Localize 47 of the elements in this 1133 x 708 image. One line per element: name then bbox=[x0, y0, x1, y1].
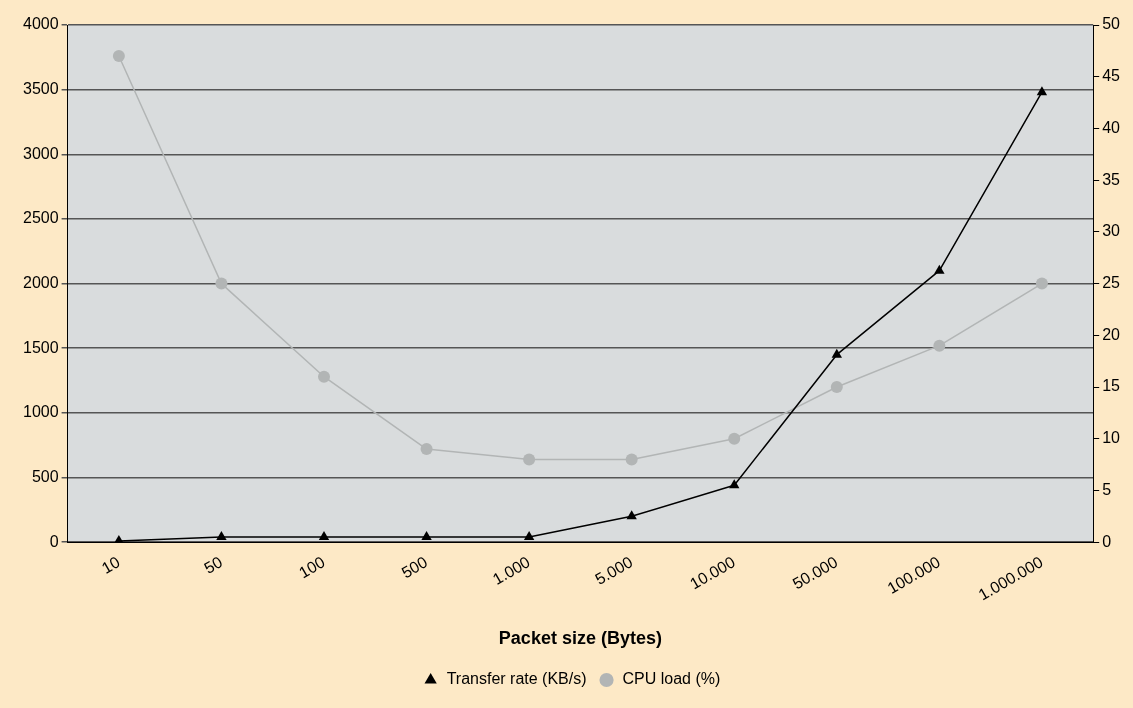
point bbox=[625, 453, 638, 466]
legend-label: CPU load (%) bbox=[622, 670, 721, 688]
point bbox=[728, 432, 741, 445]
legend-label: Transfer rate (KB/s) bbox=[446, 670, 587, 688]
y2-tick-label: 50 bbox=[1102, 15, 1121, 33]
y-tick-label: 500 bbox=[31, 467, 59, 485]
y-tick-label: 1500 bbox=[23, 338, 59, 356]
point bbox=[318, 531, 330, 541]
point bbox=[934, 264, 945, 274]
x-tick-label: 50 bbox=[201, 553, 226, 577]
y-tick-label: 2500 bbox=[23, 209, 59, 227]
y2-tick-label: 35 bbox=[1102, 170, 1121, 188]
point bbox=[831, 348, 842, 358]
point bbox=[421, 531, 432, 541]
point bbox=[216, 531, 227, 541]
point bbox=[729, 479, 740, 489]
x-tick-label: 500 bbox=[398, 553, 431, 582]
point bbox=[215, 277, 228, 290]
x-axis-title: Packet size (Bytes) bbox=[498, 628, 662, 649]
point bbox=[830, 381, 843, 394]
y-tick-label: 1000 bbox=[23, 403, 59, 421]
y2-tick-label: 40 bbox=[1102, 118, 1121, 136]
y2-tick-label: 25 bbox=[1102, 274, 1121, 291]
point bbox=[523, 453, 536, 466]
point bbox=[112, 50, 125, 63]
point bbox=[1035, 277, 1048, 290]
point bbox=[318, 370, 330, 383]
point bbox=[626, 510, 637, 520]
y2-tick-label: 20 bbox=[1102, 325, 1121, 343]
x-tick-label: 10 bbox=[98, 553, 123, 577]
x-tick-label: 100 bbox=[296, 553, 328, 582]
y2-tick-label: 5 bbox=[1102, 480, 1112, 498]
y-tick-label: 4000 bbox=[23, 15, 59, 33]
point bbox=[933, 339, 946, 352]
point bbox=[1036, 86, 1048, 96]
point bbox=[420, 443, 433, 456]
point bbox=[523, 531, 535, 541]
y2-tick-label: 10 bbox=[1102, 429, 1121, 447]
y-tick-label: 3000 bbox=[23, 144, 59, 162]
y-tick-label: 0 bbox=[49, 532, 59, 550]
y2-tick-label: 0 bbox=[1102, 532, 1112, 550]
y-tick-label: 3500 bbox=[23, 80, 59, 98]
y2-tick-label: 15 bbox=[1102, 377, 1121, 395]
y-tick-label: 2000 bbox=[23, 274, 59, 291]
x-tick-label: 5.000 bbox=[592, 553, 636, 588]
y2-tick-label: 45 bbox=[1102, 67, 1121, 85]
y2-tick-label: 30 bbox=[1102, 222, 1121, 240]
